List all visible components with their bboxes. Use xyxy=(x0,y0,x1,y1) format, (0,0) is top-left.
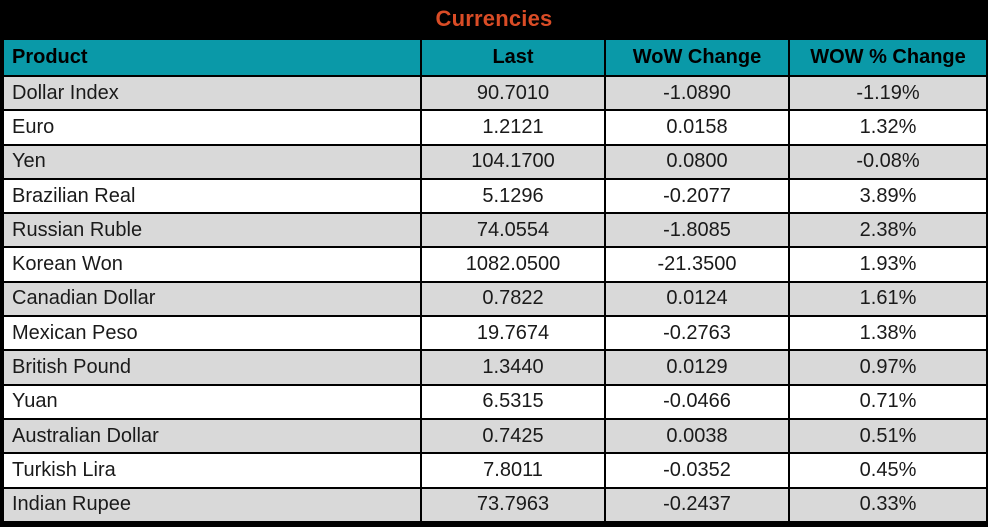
wow-change-cell[interactable]: -0.2437 xyxy=(604,486,790,523)
table-row: Indian Rupee 73.7963 -0.2437 0.33% xyxy=(2,486,988,523)
header-row: Product Last WoW Change WOW % Change xyxy=(2,38,988,77)
table-title-bar: Currencies xyxy=(2,0,986,38)
wow-pct-change-cell[interactable]: 3.89% xyxy=(788,177,988,215)
column-header-last[interactable]: Last xyxy=(420,38,606,77)
wow-pct-change-cell[interactable]: 0.33% xyxy=(788,486,988,523)
product-cell[interactable]: Yen xyxy=(2,143,422,180)
last-cell[interactable]: 73.7963 xyxy=(420,486,606,523)
wow-change-cell[interactable]: -0.2077 xyxy=(604,177,790,215)
last-cell[interactable]: 6.5315 xyxy=(420,383,606,420)
last-cell[interactable]: 7.8011 xyxy=(420,452,606,489)
last-cell[interactable]: 1082.0500 xyxy=(420,246,606,283)
product-cell[interactable]: Australian Dollar xyxy=(2,417,422,455)
wow-pct-change-cell[interactable]: 0.45% xyxy=(788,452,988,489)
product-cell[interactable]: Dollar Index xyxy=(2,74,422,112)
table-row: Dollar Index 90.7010 -1.0890 -1.19% xyxy=(2,74,988,112)
wow-pct-change-cell[interactable]: 1.38% xyxy=(788,315,988,352)
wow-pct-change-cell[interactable]: -1.19% xyxy=(788,74,988,112)
product-cell[interactable]: Euro xyxy=(2,109,422,146)
product-cell[interactable]: Russian Ruble xyxy=(2,212,422,249)
wow-change-cell[interactable]: -0.0466 xyxy=(604,383,790,420)
last-cell[interactable]: 1.2121 xyxy=(420,109,606,146)
wow-change-cell[interactable]: -21.3500 xyxy=(604,246,790,283)
wow-pct-change-cell[interactable]: 1.32% xyxy=(788,109,988,146)
table-body: Dollar Index 90.7010 -1.0890 -1.19% Euro… xyxy=(2,74,988,523)
last-cell[interactable]: 90.7010 xyxy=(420,74,606,112)
product-cell[interactable]: Brazilian Real xyxy=(2,177,422,215)
last-cell[interactable]: 5.1296 xyxy=(420,177,606,215)
table-row: Turkish Lira 7.8011 -0.0352 0.45% xyxy=(2,452,988,489)
table-row: British Pound 1.3440 0.0129 0.97% xyxy=(2,349,988,386)
last-cell[interactable]: 19.7674 xyxy=(420,315,606,352)
product-cell[interactable]: Canadian Dollar xyxy=(2,280,422,318)
wow-pct-change-cell[interactable]: 0.97% xyxy=(788,349,988,386)
table-row: Australian Dollar 0.7425 0.0038 0.51% xyxy=(2,417,988,455)
table-row: Russian Ruble 74.0554 -1.8085 2.38% xyxy=(2,212,988,249)
wow-pct-change-cell[interactable]: 1.61% xyxy=(788,280,988,318)
table-row: Brazilian Real 5.1296 -0.2077 3.89% xyxy=(2,177,988,215)
wow-change-cell[interactable]: -0.2763 xyxy=(604,315,790,352)
last-cell[interactable]: 0.7425 xyxy=(420,417,606,455)
wow-change-cell[interactable]: 0.0158 xyxy=(604,109,790,146)
product-cell[interactable]: Yuan xyxy=(2,383,422,420)
wow-change-cell[interactable]: -1.8085 xyxy=(604,212,790,249)
wow-pct-change-cell[interactable]: 2.38% xyxy=(788,212,988,249)
last-cell[interactable]: 1.3440 xyxy=(420,349,606,386)
table-row: Canadian Dollar 0.7822 0.0124 1.61% xyxy=(2,280,988,318)
column-header-wow-pct-change[interactable]: WOW % Change xyxy=(788,38,988,77)
wow-change-cell[interactable]: 0.0038 xyxy=(604,417,790,455)
product-cell[interactable]: Turkish Lira xyxy=(2,452,422,489)
wow-change-cell[interactable]: 0.0800 xyxy=(604,143,790,180)
wow-pct-change-cell[interactable]: 1.93% xyxy=(788,246,988,283)
product-cell[interactable]: Indian Rupee xyxy=(2,486,422,523)
currencies-table: Product Last WoW Change WOW % Change Dol… xyxy=(2,38,988,523)
table-title: Currencies xyxy=(435,6,553,31)
column-header-wow-change[interactable]: WoW Change xyxy=(604,38,790,77)
wow-change-cell[interactable]: 0.0124 xyxy=(604,280,790,318)
wow-pct-change-cell[interactable]: 0.51% xyxy=(788,417,988,455)
wow-change-cell[interactable]: -1.0890 xyxy=(604,74,790,112)
table-row: Korean Won 1082.0500 -21.3500 1.93% xyxy=(2,246,988,283)
table-row: Yen 104.1700 0.0800 -0.08% xyxy=(2,143,988,180)
wow-pct-change-cell[interactable]: -0.08% xyxy=(788,143,988,180)
wow-pct-change-cell[interactable]: 0.71% xyxy=(788,383,988,420)
wow-change-cell[interactable]: 0.0129 xyxy=(604,349,790,386)
product-cell[interactable]: British Pound xyxy=(2,349,422,386)
last-cell[interactable]: 74.0554 xyxy=(420,212,606,249)
last-cell[interactable]: 0.7822 xyxy=(420,280,606,318)
product-cell[interactable]: Mexican Peso xyxy=(2,315,422,352)
wow-change-cell[interactable]: -0.0352 xyxy=(604,452,790,489)
last-cell[interactable]: 104.1700 xyxy=(420,143,606,180)
table-row: Mexican Peso 19.7674 -0.2763 1.38% xyxy=(2,315,988,352)
column-header-product[interactable]: Product xyxy=(2,38,422,77)
product-cell[interactable]: Korean Won xyxy=(2,246,422,283)
table-row: Euro 1.2121 0.0158 1.32% xyxy=(2,109,988,146)
table-row: Yuan 6.5315 -0.0466 0.71% xyxy=(2,383,988,420)
